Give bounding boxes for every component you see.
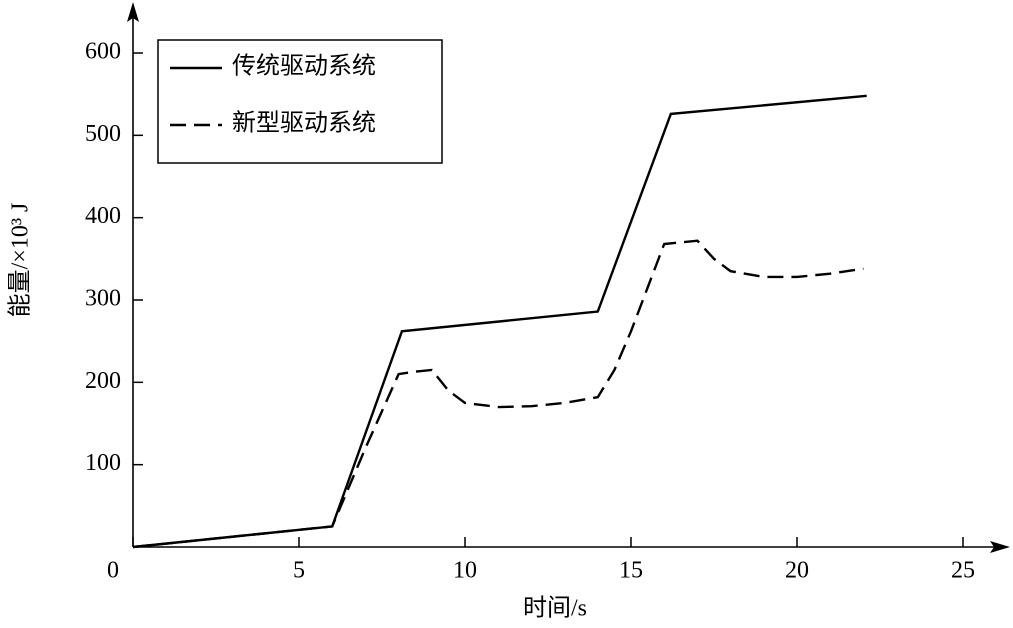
series-line [132, 239, 864, 549]
legend-label: 新型驱动系统 [232, 110, 376, 137]
y-tick-label: 200 [85, 368, 121, 394]
x-tick-label: 20 [785, 558, 809, 584]
y-axis-label: 能量/×10³ J [7, 203, 34, 318]
y-tick-label: 600 [85, 39, 121, 65]
x-tick-label: 10 [453, 558, 477, 584]
x-tick-label: 25 [951, 558, 975, 584]
x-tick-label: 5 [293, 558, 305, 584]
legend-box [157, 39, 443, 164]
y-tick-label: 500 [85, 121, 121, 147]
x-tick-label: 0 [107, 558, 119, 584]
x-axis-arrow [990, 541, 1010, 553]
series-line [132, 94, 867, 549]
y-axis-arrow [127, 2, 139, 22]
x-tick-label: 15 [619, 558, 643, 584]
y-tick-label: 100 [85, 450, 121, 476]
y-tick-label: 400 [85, 203, 121, 229]
y-tick-label: 300 [85, 286, 121, 312]
x-axis-label: 时间/s [523, 595, 587, 622]
legend-label: 传统驱动系统 [232, 53, 376, 80]
